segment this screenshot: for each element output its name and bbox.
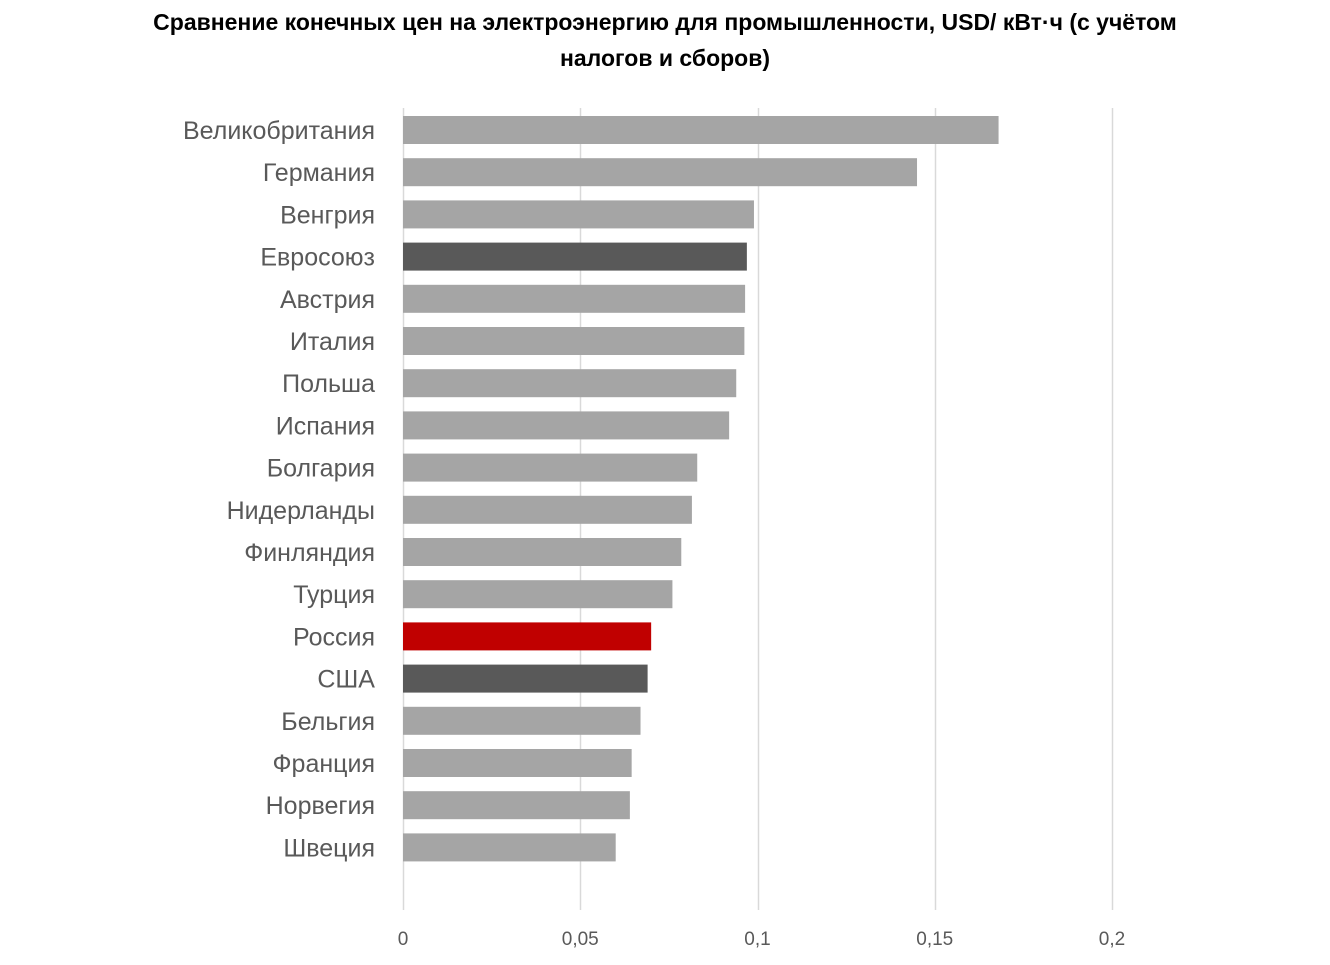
category-label: Нидерланды [227,497,375,525]
bar [403,327,745,355]
bar [403,453,698,482]
x-tick-label: 0,2 [1099,929,1125,950]
x-tick-label: 0,1 [744,929,770,950]
x-tick-label: 0,05 [562,929,599,950]
bar [403,706,641,735]
bar [403,158,918,187]
x-tick-label: 0,15 [916,929,953,950]
category-label: Болгария [267,455,375,483]
bar [403,116,999,144]
x-tick-label: 0 [398,929,409,950]
chart-title: Сравнение конечных цен на электроэнергию… [0,4,1330,76]
chart-title-line-1: Сравнение конечных цен на электроэнергию… [153,9,1177,35]
chart-title-line-2: налогов и сборов) [559,45,771,71]
category-label: Германия [263,159,375,187]
category-label: Венгрия [280,201,375,229]
category-label: Турция [293,581,375,609]
bar [403,284,746,313]
bar [403,538,682,566]
bar [403,664,648,693]
category-label: Бельгия [281,708,375,736]
category-labels: Великобритания Германия Венгрия Евросоюз Авс… [183,117,375,862]
category-label: Швеция [283,834,375,862]
category-label: Франция [273,750,375,778]
bar [403,200,754,229]
x-axis-tick-labels: 0 0,05 0,1 0,15 0,2 [398,929,1126,950]
category-label: Норвегия [266,792,375,820]
bar [403,749,632,777]
category-label: Австрия [280,286,375,314]
category-label: США [317,666,375,694]
bar [403,791,630,820]
category-label: Финляндия [244,539,375,567]
bar [403,580,673,609]
category-label: Польша [282,370,375,398]
category-label: Испания [276,412,375,440]
category-label: Италия [290,328,375,356]
category-label: Великобритания [183,117,375,145]
bar [403,495,692,524]
category-label: Евросоюз [260,244,375,272]
bar [403,369,737,398]
bars [403,116,999,862]
bar [403,622,652,651]
category-label: Россия [293,623,375,651]
bar [403,411,730,440]
bar [403,833,616,862]
bar [403,242,747,271]
